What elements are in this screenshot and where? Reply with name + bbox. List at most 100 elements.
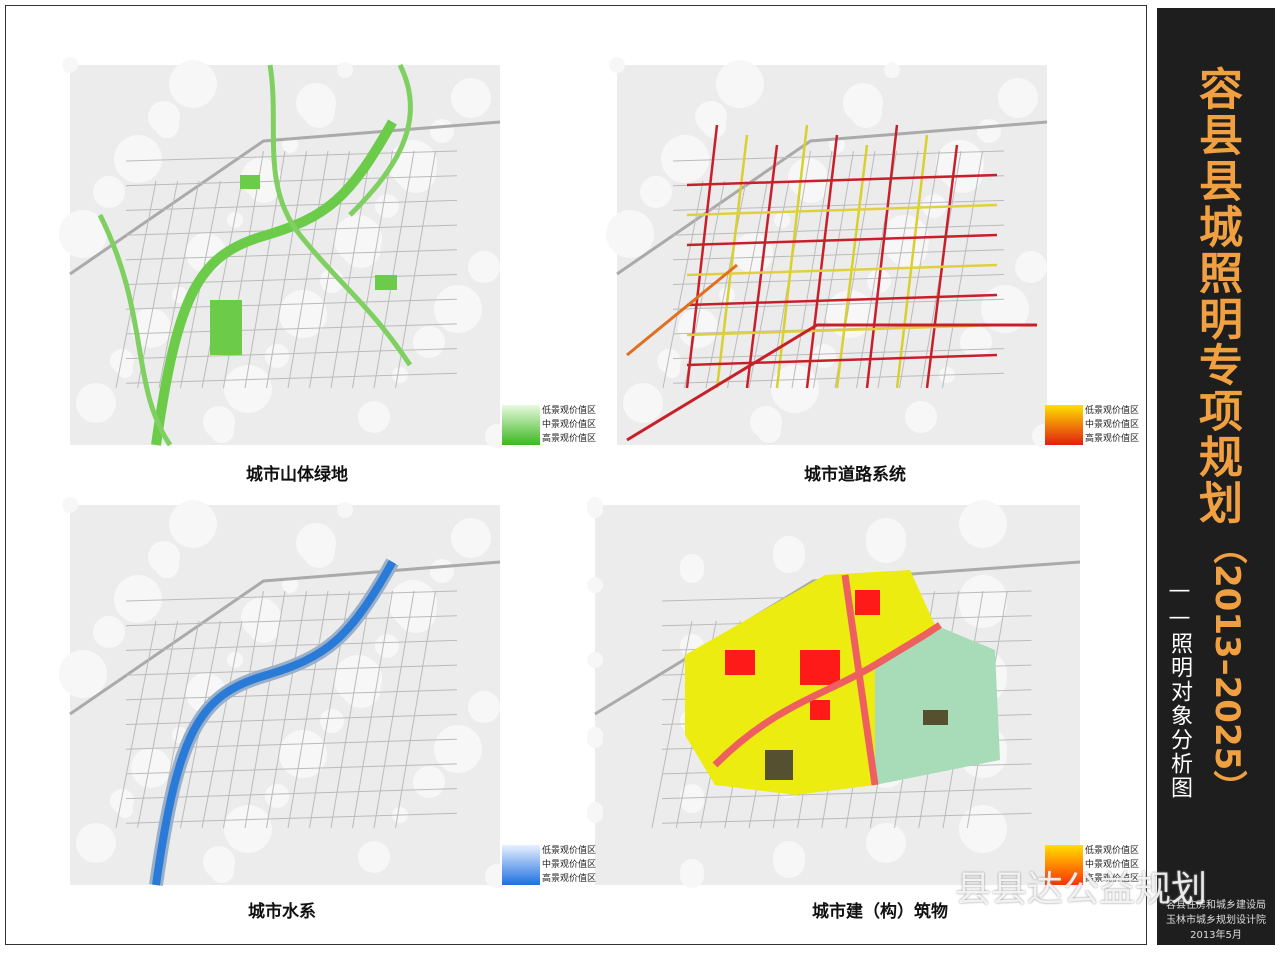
road bbox=[672, 150, 1005, 162]
terrain bbox=[434, 725, 482, 773]
road bbox=[125, 714, 458, 725]
terrain bbox=[320, 709, 344, 733]
terrain bbox=[716, 60, 764, 108]
road bbox=[201, 620, 243, 829]
road bbox=[244, 590, 286, 829]
legend: 低景观价值区 中景观价值区 高景观价值区 bbox=[1085, 404, 1139, 446]
terrain bbox=[114, 135, 162, 183]
terrain bbox=[587, 652, 603, 668]
terrain bbox=[93, 176, 125, 208]
terrain bbox=[203, 846, 235, 878]
main-road bbox=[686, 203, 998, 217]
terrain bbox=[59, 650, 107, 698]
road bbox=[395, 590, 436, 829]
terrain bbox=[93, 616, 125, 648]
road bbox=[672, 298, 1005, 310]
road bbox=[266, 150, 307, 389]
road bbox=[158, 180, 200, 389]
legend-label: 高景观价值区 bbox=[542, 434, 597, 444]
zone-high bbox=[810, 700, 830, 720]
terrain bbox=[1015, 251, 1047, 283]
caption: 城市建（构）筑物 bbox=[812, 902, 948, 922]
road bbox=[125, 199, 458, 211]
org: 玉林市城乡规划设计院 bbox=[1166, 915, 1266, 926]
map bbox=[606, 57, 1056, 448]
terrain bbox=[114, 575, 162, 623]
main-road bbox=[686, 293, 998, 307]
main-road bbox=[626, 323, 1037, 442]
terrain bbox=[389, 140, 437, 188]
legend-label: 中景观价值区 bbox=[1085, 420, 1140, 430]
subtitle: ——照明对象分析图 bbox=[1167, 578, 1192, 800]
terrain bbox=[468, 691, 500, 723]
road bbox=[672, 224, 1005, 236]
main-road bbox=[626, 263, 738, 357]
terrain bbox=[389, 580, 437, 628]
road bbox=[727, 180, 768, 389]
legend-label: 中景观价值区 bbox=[542, 420, 597, 430]
road bbox=[791, 150, 833, 389]
terrain bbox=[680, 864, 704, 888]
legend-label: 低景观价值区 bbox=[1085, 406, 1140, 416]
road bbox=[223, 590, 264, 829]
terrain bbox=[640, 176, 672, 208]
terrain bbox=[680, 789, 704, 813]
footer: 容县住房和城乡建设局 玉林市城乡规划设计院 2013年5月 bbox=[1157, 898, 1275, 943]
road-band bbox=[841, 574, 879, 786]
terrain bbox=[203, 406, 235, 438]
terrain bbox=[587, 502, 603, 518]
legend: 低景观价值区 中景观价值区 高景观价值区 bbox=[542, 844, 596, 886]
terrain bbox=[169, 60, 217, 108]
road bbox=[661, 812, 1032, 824]
main-road bbox=[805, 134, 839, 389]
date: 2013年5月 bbox=[1190, 930, 1242, 941]
park bbox=[240, 175, 260, 189]
map bbox=[59, 497, 509, 888]
terrain bbox=[884, 62, 900, 78]
road bbox=[877, 150, 919, 389]
building bbox=[765, 750, 793, 780]
road bbox=[125, 788, 458, 800]
road bbox=[125, 639, 458, 651]
legend-label: 高景观价值区 bbox=[542, 874, 597, 884]
road bbox=[942, 150, 983, 389]
road bbox=[125, 274, 458, 285]
rail bbox=[616, 120, 1048, 276]
terrain bbox=[62, 497, 78, 513]
road bbox=[287, 150, 329, 389]
terrain bbox=[148, 541, 180, 573]
road bbox=[201, 180, 243, 389]
road bbox=[395, 150, 436, 389]
terrain bbox=[337, 502, 353, 518]
terrain bbox=[451, 78, 491, 118]
road bbox=[125, 150, 458, 162]
zone-green bbox=[875, 625, 1000, 785]
terrain bbox=[131, 748, 171, 788]
terrain bbox=[282, 137, 298, 153]
park bbox=[375, 275, 397, 290]
terrain bbox=[587, 577, 603, 593]
terrain bbox=[169, 500, 217, 548]
terrain bbox=[959, 805, 1007, 853]
road bbox=[266, 590, 307, 829]
road bbox=[672, 249, 1005, 261]
legend-swatch bbox=[502, 405, 540, 445]
park bbox=[210, 300, 242, 355]
legend-label: 低景观价值区 bbox=[542, 846, 597, 856]
terrain bbox=[59, 210, 107, 258]
terrain bbox=[282, 577, 298, 593]
legend: 低景观价值区 中景观价值区 高景观价值区 bbox=[1085, 844, 1139, 886]
road bbox=[705, 180, 747, 389]
legend-label: 高景观价值区 bbox=[1085, 874, 1140, 884]
main-road bbox=[686, 323, 998, 337]
terrain bbox=[265, 784, 289, 808]
terrain bbox=[265, 344, 289, 368]
terrain bbox=[960, 326, 992, 358]
terrain bbox=[296, 523, 336, 563]
terrain bbox=[62, 57, 78, 73]
main-road bbox=[835, 144, 869, 389]
terrain bbox=[224, 365, 272, 413]
stream bbox=[348, 63, 413, 217]
terrain bbox=[695, 101, 727, 133]
